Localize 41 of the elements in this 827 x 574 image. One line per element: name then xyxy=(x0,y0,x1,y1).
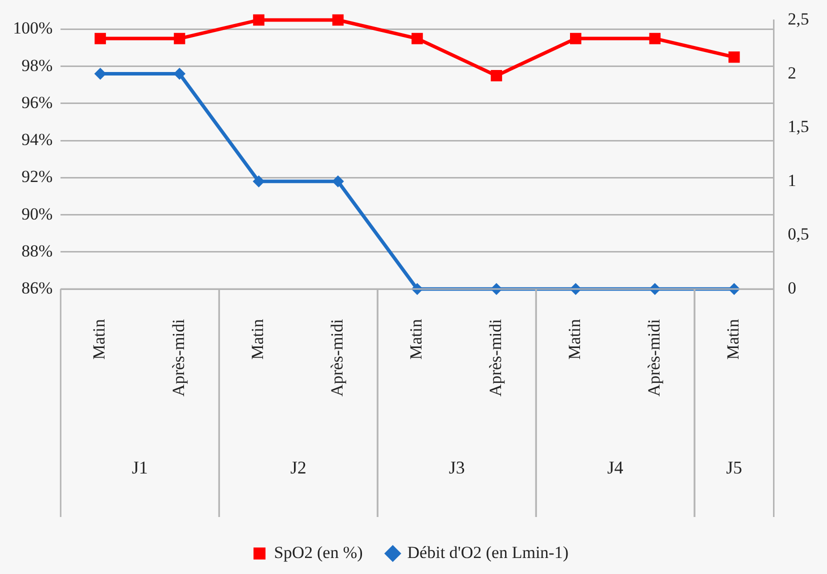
legend-label: SpO2 (en %) xyxy=(274,542,363,562)
text: J2 xyxy=(290,458,306,478)
point xyxy=(94,32,106,44)
text: J3 xyxy=(448,458,465,478)
x-tick-label: Matin xyxy=(724,318,743,360)
text: J4 xyxy=(607,458,624,478)
y-tick-label: 86% xyxy=(21,278,53,298)
y2-tick-label: 1,5 xyxy=(788,117,809,136)
point xyxy=(490,70,502,82)
x-tick-label: Matin xyxy=(406,318,426,360)
y2-tick-label: 0 xyxy=(788,278,796,298)
point xyxy=(253,14,264,26)
x-tick-label: Après-midi xyxy=(486,318,505,396)
x-tick-label: Matin xyxy=(565,318,584,360)
text: J5 xyxy=(726,458,742,478)
y-tick-label: 96% xyxy=(21,92,53,112)
x-tick-label: Matin xyxy=(248,318,268,360)
y-tick-label: 94% xyxy=(21,130,53,150)
legend-label: Débit d'O2 (en Lmin-1) xyxy=(407,542,568,562)
y-tick-label: 100% xyxy=(12,18,53,38)
x-tick-label: Après-midi xyxy=(644,318,664,396)
point xyxy=(412,32,423,44)
y-tick-label: 88% xyxy=(21,241,53,260)
y2-tick-label: 1 xyxy=(788,170,796,190)
x-tick-label: Matin xyxy=(90,318,109,360)
y-tick-label: 90% xyxy=(21,204,53,224)
point xyxy=(649,32,661,44)
point xyxy=(332,14,344,26)
point xyxy=(570,32,582,44)
y-tick-label: 92% xyxy=(21,167,53,186)
point xyxy=(174,32,186,44)
y2-tick-label: 2 xyxy=(788,63,796,82)
y2-tick-label: 2,5 xyxy=(788,9,809,28)
point xyxy=(728,51,740,63)
y-tick-label: 98% xyxy=(21,56,53,75)
x-tick-label: Après-midi xyxy=(168,318,188,396)
y2-tick-label: 0,5 xyxy=(788,224,809,244)
x-tick-label: Après-midi xyxy=(327,318,346,396)
point xyxy=(174,68,186,80)
text: J1 xyxy=(132,458,148,478)
point xyxy=(252,175,265,188)
